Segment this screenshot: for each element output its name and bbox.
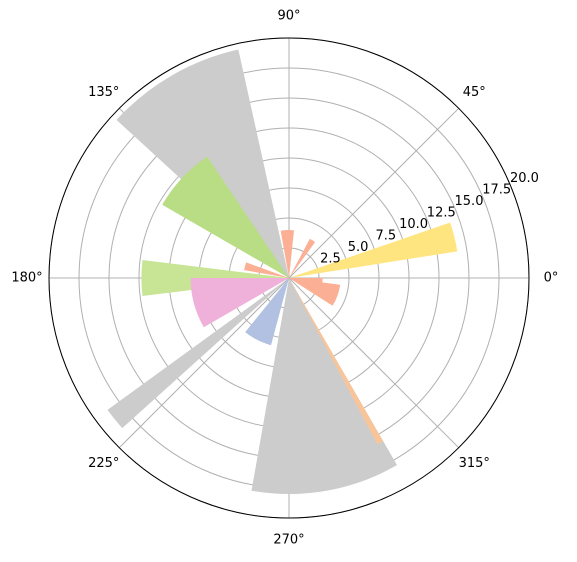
- bar: [107, 278, 289, 429]
- bar: [162, 156, 289, 278]
- bar: [280, 230, 295, 278]
- theta-tick-label: 225°: [88, 456, 119, 471]
- bar: [190, 278, 289, 328]
- grid-spoke: [288, 107, 460, 279]
- bar: [245, 278, 289, 346]
- r-tick-label: 5.0: [348, 240, 369, 255]
- bar: [289, 238, 316, 278]
- r-tick-label: 2.5: [320, 251, 341, 266]
- r-tick-label: 10.0: [399, 217, 428, 232]
- theta-tick-label: 315°: [459, 456, 490, 471]
- theta-tick-label: 0°: [544, 271, 559, 286]
- r-tick-label: 17.5: [482, 183, 511, 198]
- bar: [244, 262, 289, 278]
- outer-frame: [48, 37, 530, 519]
- r-tick-label: 12.5: [427, 206, 456, 221]
- bar: [289, 222, 458, 278]
- theta-tick-label: 270°: [273, 533, 304, 548]
- grid-spoke: [118, 277, 290, 449]
- r-tick-label: 20.0: [510, 171, 539, 186]
- r-tick-label: 15.0: [455, 194, 484, 209]
- r-tick-label: 7.5: [376, 229, 397, 244]
- theta-tick-label: 45°: [463, 85, 486, 100]
- bar: [289, 278, 341, 306]
- theta-tick-label: 135°: [88, 85, 119, 100]
- grid-spoke: [288, 277, 460, 449]
- theta-tick-label: 90°: [277, 9, 300, 24]
- bar: [289, 278, 323, 284]
- bar: [251, 278, 397, 495]
- bar: [289, 278, 384, 445]
- theta-tick-label: 180°: [11, 271, 42, 286]
